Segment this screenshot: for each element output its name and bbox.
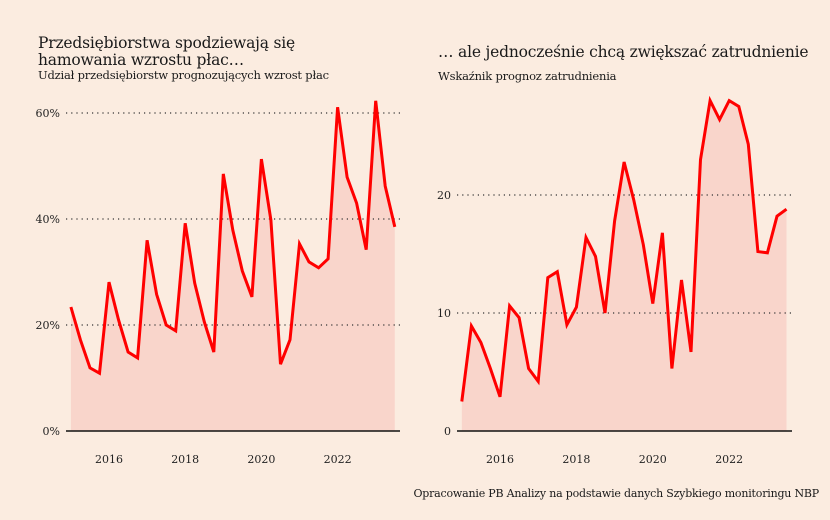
right-x-tick-label: 2022 bbox=[715, 453, 743, 466]
left-x-tick-label: 2016 bbox=[95, 453, 123, 466]
right-x-tick-label: 2016 bbox=[486, 453, 514, 466]
left-x-tick-label: 2022 bbox=[324, 453, 352, 466]
left-x-tick-label: 2020 bbox=[247, 453, 275, 466]
source-note: Opracowanie PB Analizy na podstawie dany… bbox=[413, 487, 819, 500]
left-x-tick-label: 2018 bbox=[171, 453, 199, 466]
left-chart-title: Przedsiębiorstwa spodziewają się hamowan… bbox=[38, 34, 296, 69]
right-x-tick-label: 2018 bbox=[562, 453, 590, 466]
right-area-fill bbox=[461, 100, 787, 431]
left-y-tick-label: 60% bbox=[36, 107, 60, 120]
right-chart-subtitle: Wskaźnik prognoz zatrudnienia bbox=[438, 69, 617, 83]
right-x-tick-label: 2020 bbox=[639, 453, 667, 466]
left-y-tick-label: 20% bbox=[36, 319, 60, 332]
right-chart-title: … ale jednocześnie chcą zwiększać zatrud… bbox=[438, 43, 809, 61]
right-y-tick-label: 0 bbox=[444, 425, 451, 438]
right-y-tick-label: 10 bbox=[437, 307, 451, 320]
right-y-tick-label: 20 bbox=[437, 189, 451, 202]
right-chart: 0 10 20 2016 2018 2020 2022 bbox=[437, 95, 792, 466]
left-chart-subtitle: Udział przedsiębiorstw prognozujących wz… bbox=[38, 68, 329, 82]
left-y-tick-label: 0% bbox=[43, 425, 60, 438]
left-y-tick-label: 40% bbox=[36, 213, 60, 226]
left-chart: 0% 20% 40% 60% 2016 2018 2020 2022 bbox=[36, 100, 400, 466]
left-area-fill bbox=[70, 100, 395, 432]
